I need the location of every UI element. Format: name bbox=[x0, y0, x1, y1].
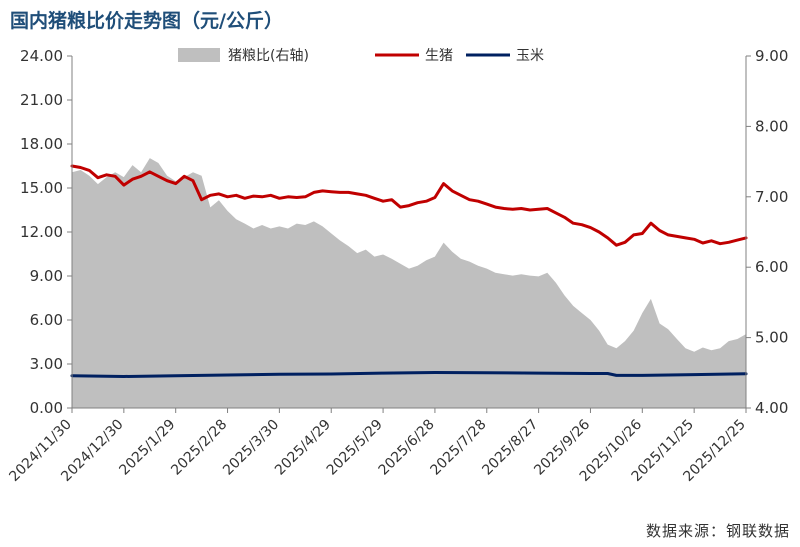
y-left-tick-label: 9.00 bbox=[30, 267, 63, 285]
y-left-tick-label: 0.00 bbox=[30, 399, 63, 417]
legend-swatch-ratio bbox=[178, 48, 220, 62]
y-right-tick-label: 8.00 bbox=[755, 117, 788, 135]
chart-title: 国内猪粮比价走势图（元/公斤） bbox=[10, 10, 283, 32]
ratio-area-layer bbox=[72, 158, 746, 408]
y-left-tick-label: 12.00 bbox=[20, 223, 63, 241]
series-area-pig-grain-ratio bbox=[72, 158, 746, 408]
y-right-tick-label: 7.00 bbox=[755, 188, 788, 206]
y-right-tick-label: 4.00 bbox=[755, 399, 788, 417]
legend: 猪粮比(右轴) 生猪 玉米 bbox=[178, 48, 544, 64]
y-right-tick-label: 9.00 bbox=[755, 47, 788, 65]
series-line-pig bbox=[70, 164, 748, 247]
y-right-tick-label: 6.00 bbox=[755, 258, 788, 276]
y-left-tick-label: 21.00 bbox=[20, 91, 63, 109]
y-left-tick-label: 15.00 bbox=[20, 179, 63, 197]
source-note: 数据来源：钢联数据 bbox=[645, 522, 790, 540]
y-left-tick-label: 24.00 bbox=[20, 47, 63, 65]
line-layer bbox=[70, 164, 748, 378]
legend-label: 玉米 bbox=[516, 48, 544, 64]
series-line-corn bbox=[70, 371, 748, 378]
y-left-tick-label: 3.00 bbox=[30, 355, 63, 373]
legend-label: 生猪 bbox=[425, 48, 453, 64]
y-right-tick-label: 5.00 bbox=[755, 329, 788, 347]
y-left-tick-label: 18.00 bbox=[20, 135, 63, 153]
y-left-tick-label: 6.00 bbox=[30, 311, 63, 329]
legend-label: 猪粮比(右轴) bbox=[228, 48, 309, 64]
